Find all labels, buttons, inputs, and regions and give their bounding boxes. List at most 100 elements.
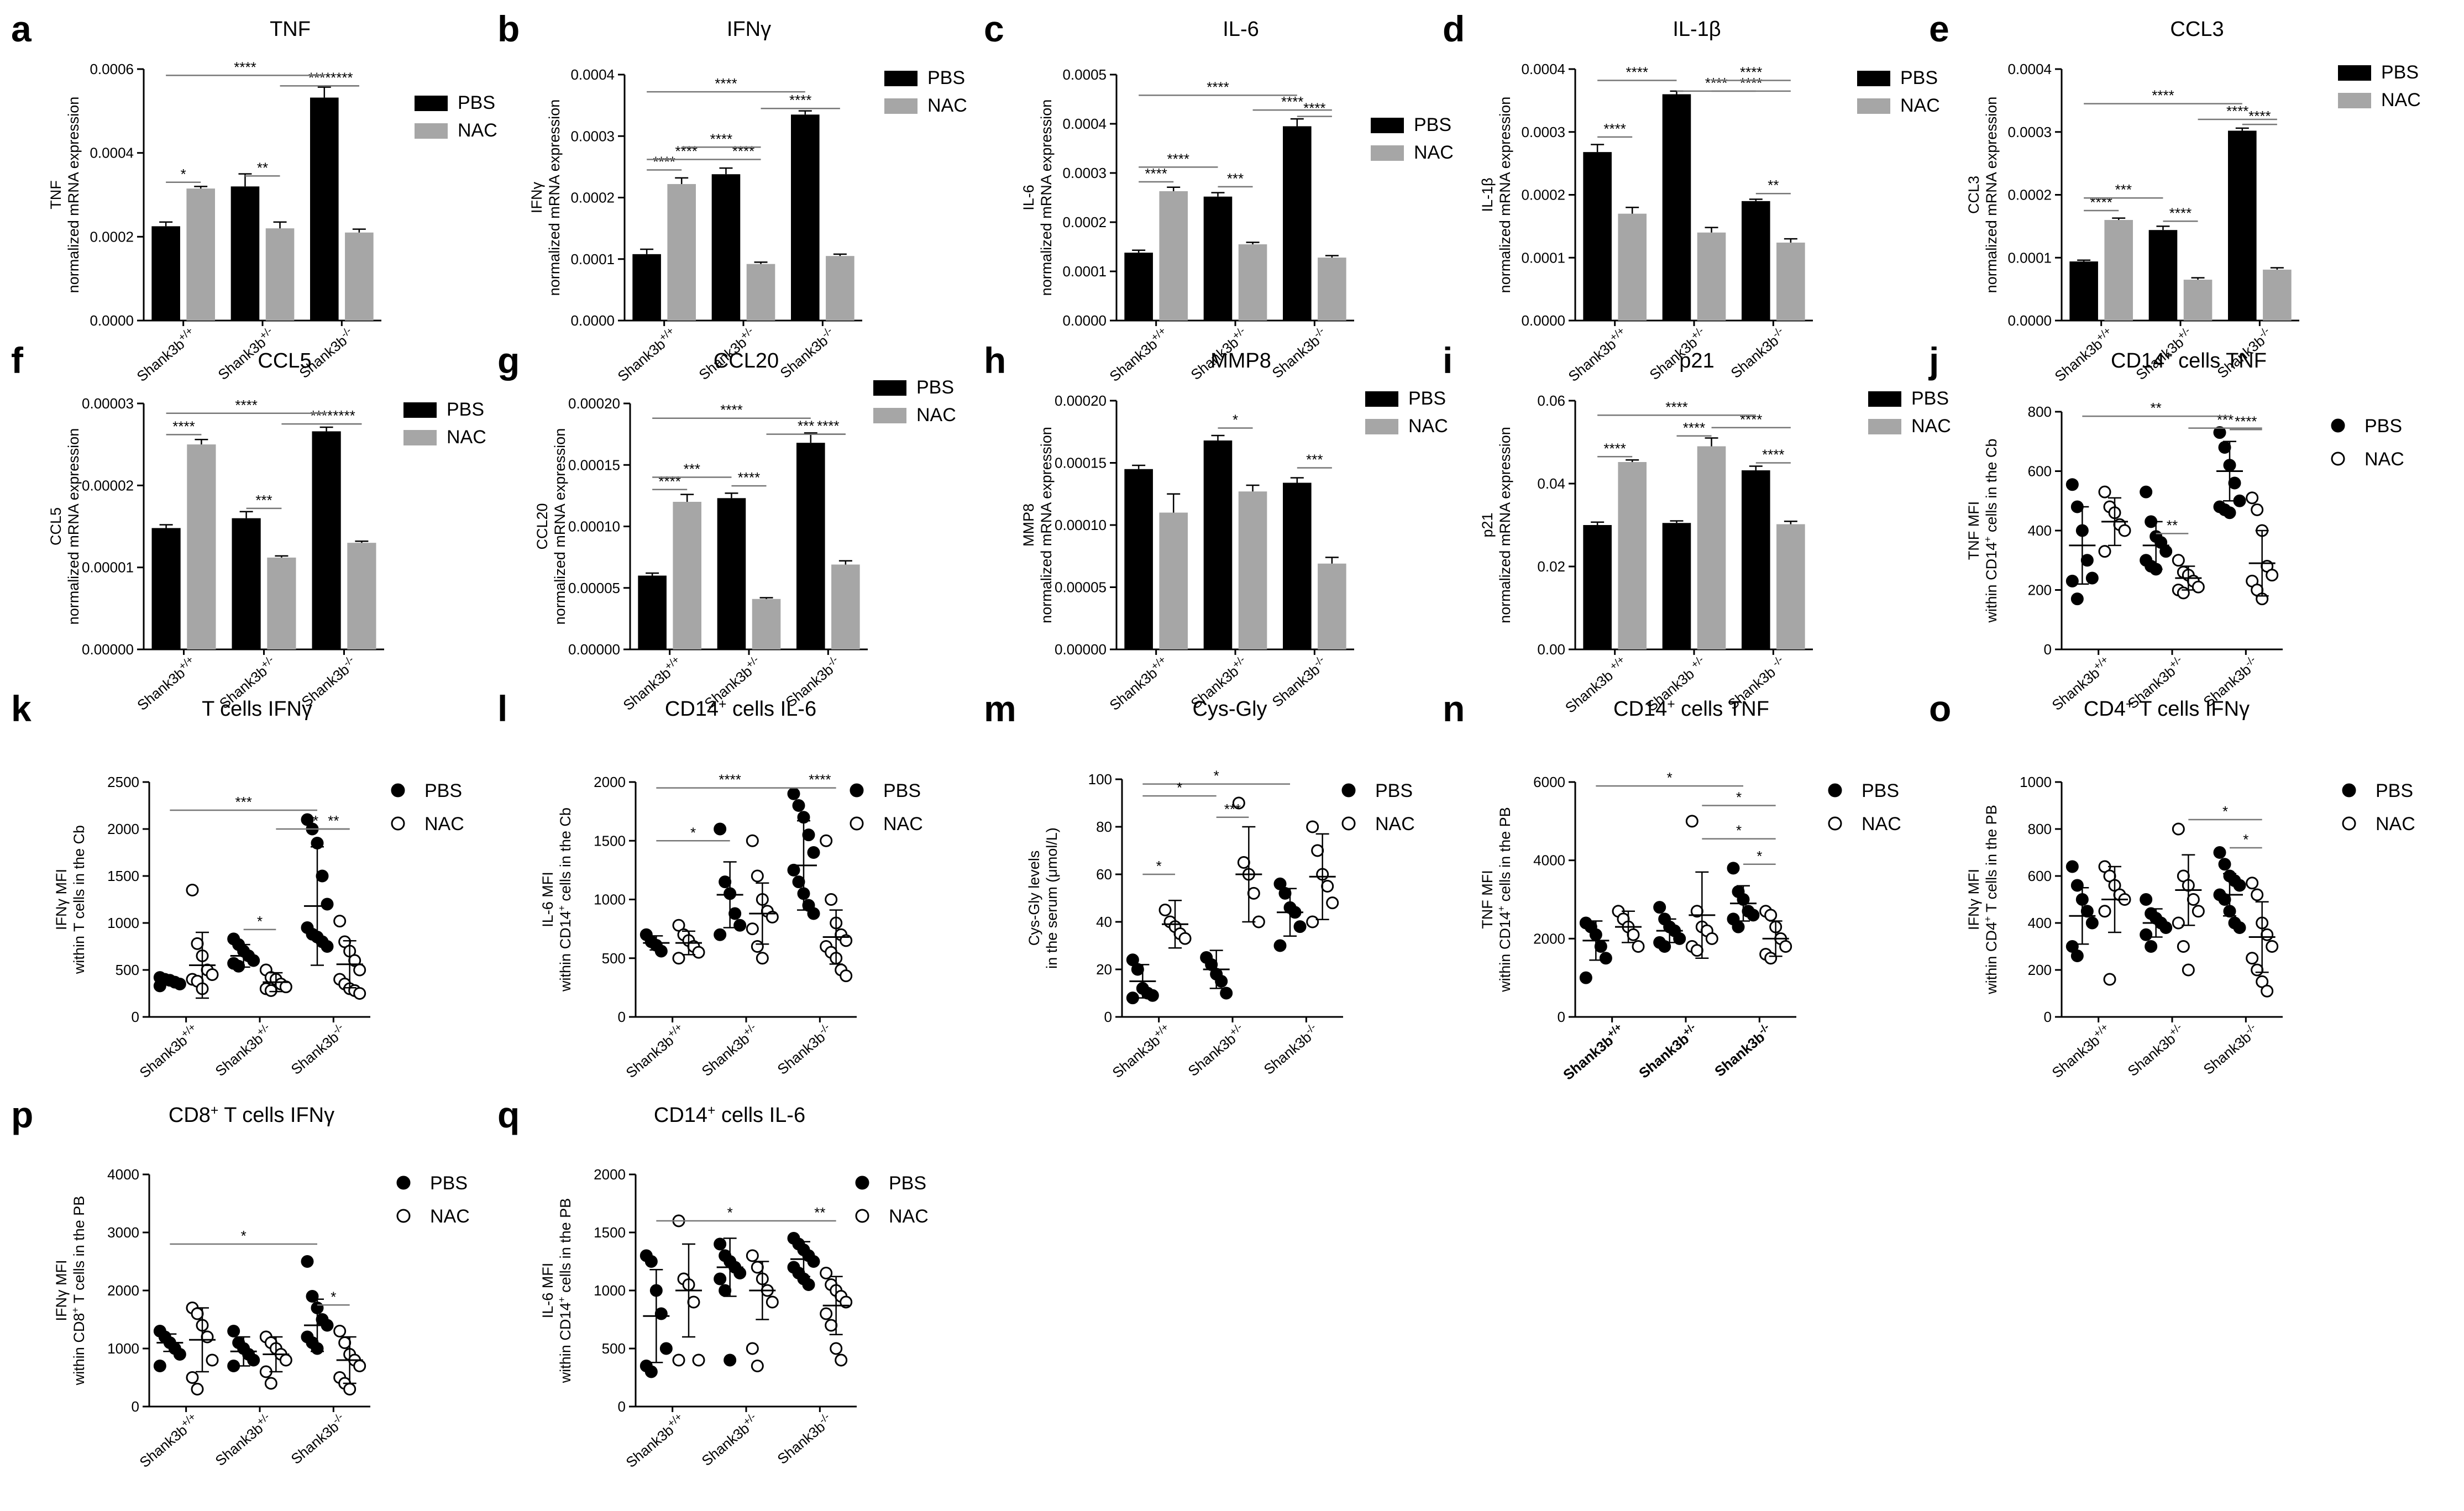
bar	[1159, 191, 1188, 321]
data-point	[2223, 506, 2236, 520]
legend-label-nac: NAC	[883, 814, 923, 835]
data-point	[1690, 944, 1703, 957]
bar	[1776, 242, 1805, 321]
y-axis-label: IL-6	[1020, 185, 1037, 211]
data-point	[2177, 586, 2190, 600]
x-category-label: Shank3b-/-	[287, 1411, 349, 1467]
legend-swatch-pbs	[873, 380, 906, 396]
y-tick-label: 0.00010	[1055, 517, 1107, 533]
data-point	[714, 928, 727, 941]
y-tick-label: 2000	[1533, 930, 1565, 947]
data-point	[728, 907, 742, 920]
data-point	[2140, 928, 2153, 941]
y-tick-label: 0	[2044, 1009, 2052, 1025]
data-point	[719, 875, 732, 889]
significance-label: **	[328, 812, 339, 829]
panel-label: i	[1443, 340, 1453, 381]
panel-label: g	[497, 340, 520, 381]
data-point	[825, 1319, 838, 1332]
legend-swatch-nac	[1857, 98, 1890, 114]
data-point	[2070, 949, 2084, 962]
x-category-label: Shank3b+/+	[1564, 325, 1631, 385]
legend-swatch-pbs	[415, 96, 448, 111]
significance-label: ****	[333, 407, 355, 424]
significance-label: ****	[1167, 150, 1189, 167]
data-point	[2246, 491, 2259, 505]
y-tick-label: 0.0003	[1521, 124, 1565, 140]
data-point	[1326, 896, 1339, 910]
legend-swatch-pbs	[2338, 65, 2371, 81]
significance-label: *	[1156, 858, 1162, 874]
data-point	[1215, 975, 1228, 988]
data-point	[338, 1336, 352, 1349]
significance-label: ****	[1683, 419, 1705, 436]
legend-label-nac: NAC	[1408, 416, 1448, 437]
y-tick-label: 0.0001	[1062, 263, 1107, 280]
panel-label: d	[1443, 8, 1465, 49]
x-category-label: Shank3b+/-	[698, 1021, 762, 1079]
bar	[1238, 244, 1267, 321]
bar	[1583, 152, 1612, 321]
x-category-label: Shank3b+/-	[2124, 1021, 2188, 1079]
data-point	[191, 937, 204, 950]
y-tick-label: 0.0000	[570, 312, 615, 329]
y-tick-label: 500	[116, 962, 139, 978]
significance-label: *	[1177, 779, 1182, 796]
legend-marker-pbs	[2342, 783, 2356, 798]
y-tick-label: 0.00015	[1055, 455, 1107, 471]
y-axis-label: CCL5	[48, 507, 64, 545]
bar	[2183, 280, 2213, 321]
y-tick-label: 1500	[594, 1224, 626, 1241]
y-axis-label: within CD14+ cells in the PB	[1496, 807, 1513, 992]
legend-swatch-nac	[403, 430, 437, 445]
bar	[2228, 130, 2257, 321]
legend-marker-pbs	[855, 1176, 869, 1190]
data-point	[1627, 928, 1640, 941]
data-point	[1779, 940, 1792, 953]
legend-swatch-pbs	[1857, 71, 1890, 86]
significance-label: ****	[675, 143, 698, 160]
x-category-label: Shank3b-/-	[776, 325, 838, 381]
significance-label: *	[727, 1204, 733, 1221]
data-point	[2085, 916, 2099, 930]
x-category-label: Shank3b+/-	[1184, 1021, 1249, 1079]
data-point	[206, 1353, 219, 1367]
data-point	[191, 1383, 204, 1395]
legend-label-nac: NAC	[2365, 449, 2404, 470]
panel-c: c IL-6IL-6 normalized mRNA expression0.000…	[984, 8, 1454, 385]
data-point	[733, 1267, 747, 1279]
y-tick-label: 0.0002	[1521, 187, 1565, 203]
y-axis-label: IL-6 MFI	[539, 872, 556, 927]
data-point	[672, 952, 685, 965]
data-point	[2177, 940, 2190, 953]
y-axis-label: normalized mRNA expression	[65, 428, 82, 625]
bar	[632, 254, 661, 321]
y-axis-label: TNF MFI	[1965, 501, 1982, 560]
bar	[1203, 440, 1233, 649]
data-point	[353, 987, 366, 1000]
y-tick-label: 1000	[107, 915, 139, 931]
bar	[345, 232, 374, 321]
data-point	[751, 940, 764, 953]
y-axis-label: IL-6 MFI	[539, 1263, 556, 1319]
significance-label: ****	[719, 772, 741, 788]
x-category-label: Shank3b+/+	[2051, 325, 2117, 385]
significance-label: ****	[1665, 398, 1687, 415]
significance-label: ****	[234, 59, 256, 75]
data-point	[1632, 940, 1645, 953]
y-tick-label: 0.0001	[1521, 249, 1565, 266]
panel-label: j	[1928, 340, 1939, 381]
chart-title: IL-6	[1223, 18, 1259, 41]
significance-label: ****	[172, 418, 195, 434]
bar	[2104, 220, 2133, 321]
panel-k: k T cells IFNγ IFNγ MFI within T cells in t…	[11, 688, 464, 1081]
y-axis-label: normalized mRNA expression	[546, 99, 563, 296]
y-tick-label: 0.0001	[570, 251, 615, 267]
data-point	[820, 1307, 833, 1320]
data-point	[807, 907, 820, 920]
x-category-label: Shank3b+/+	[1559, 1021, 1628, 1083]
legend-label-pbs: PBS	[883, 780, 921, 801]
